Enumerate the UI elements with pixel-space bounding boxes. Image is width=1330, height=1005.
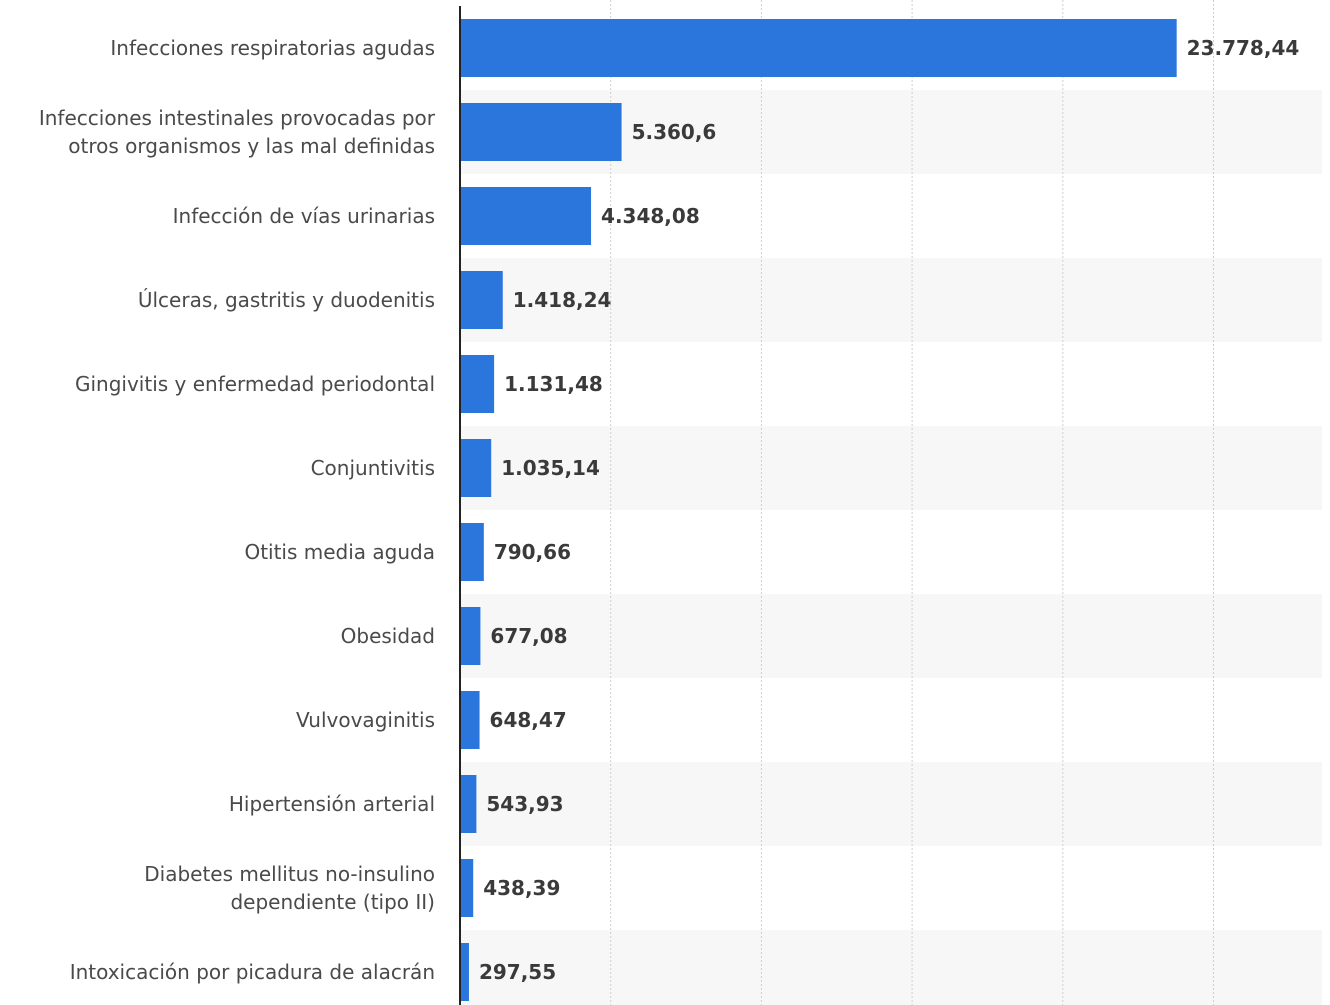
bar[interactable] (460, 607, 481, 665)
row-stripe (460, 930, 1322, 1005)
bar[interactable] (460, 691, 480, 749)
bar[interactable] (460, 775, 477, 833)
bar[interactable] (460, 271, 503, 329)
bar[interactable] (460, 943, 469, 1001)
value-labels: 23.778,44 5.360,6 4.348,08 1.418,24 1.131,48… (479, 36, 1299, 984)
category-label-line: Conjuntivitis (311, 456, 435, 480)
category-label-line: Infecciones intestinales provocadas por (39, 106, 436, 130)
category-label-line: Diabetes mellitus no-insulino (144, 862, 435, 886)
bar-value-label: 790,66 (494, 540, 571, 564)
row-stripe (460, 426, 1322, 510)
category-label-line: Infección de vías urinarias (173, 204, 435, 228)
category-label-line: Gingivitis y enfermedad periodontal (75, 372, 435, 396)
bar-value-label: 4.348,08 (601, 204, 700, 228)
category-label-line: otros organismos y las mal definidas (68, 134, 435, 158)
bar[interactable] (460, 355, 495, 413)
bar[interactable] (460, 439, 492, 497)
category-label: Otitis media aguda (244, 540, 435, 564)
bar-value-label: 1.131,48 (504, 372, 603, 396)
row-stripes (460, 90, 1322, 1005)
category-label-line: Hipertensión arterial (229, 792, 435, 816)
bar-value-label: 648,47 (490, 708, 567, 732)
category-label: Infecciones respiratorias agudas (110, 36, 435, 60)
bar[interactable] (460, 19, 1177, 77)
category-label-line: Otitis media aguda (244, 540, 435, 564)
bar-value-label: 1.035,14 (501, 456, 600, 480)
category-label: Conjuntivitis (311, 456, 435, 480)
category-label-line: Intoxicación por picadura de alacrán (70, 960, 435, 984)
category-label: Infecciones intestinales provocadas por o… (39, 106, 436, 158)
row-stripe (460, 258, 1322, 342)
bars (460, 19, 1177, 1001)
gridlines (610, 0, 1214, 1005)
category-label: Gingivitis y enfermedad periodontal (75, 372, 435, 396)
bar-value-label: 297,55 (479, 960, 556, 984)
bar-value-label: 1.418,24 (513, 288, 612, 312)
bar-value-label: 5.360,6 (632, 120, 717, 144)
bar-value-label: 543,93 (486, 792, 563, 816)
category-label: Obesidad (341, 624, 435, 648)
category-label: Intoxicación por picadura de alacrán (70, 960, 435, 984)
category-label: Diabetes mellitus no-insulino dependiente… (144, 862, 435, 914)
category-label-line: Úlceras, gastritis y duodenitis (138, 288, 435, 312)
bar[interactable] (460, 523, 484, 581)
bar-value-label: 438,39 (483, 876, 560, 900)
category-label: Úlceras, gastritis y duodenitis (138, 288, 435, 312)
category-label-line: dependiente (tipo II) (230, 890, 435, 914)
category-label-line: Infecciones respiratorias agudas (110, 36, 435, 60)
row-stripe (460, 762, 1322, 846)
bar[interactable] (460, 859, 474, 917)
category-label-line: Obesidad (341, 624, 435, 648)
bar[interactable] (460, 187, 592, 245)
bar[interactable] (460, 103, 622, 161)
bar-value-label: 677,08 (490, 624, 567, 648)
category-label: Vulvovaginitis (296, 708, 435, 732)
category-labels: Infecciones respiratorias agudas Infeccio… (39, 36, 436, 984)
category-label: Hipertensión arterial (229, 792, 435, 816)
category-label: Infección de vías urinarias (173, 204, 435, 228)
row-stripe (460, 594, 1322, 678)
bar-value-label: 23.778,44 (1187, 36, 1300, 60)
category-label-line: Vulvovaginitis (296, 708, 435, 732)
